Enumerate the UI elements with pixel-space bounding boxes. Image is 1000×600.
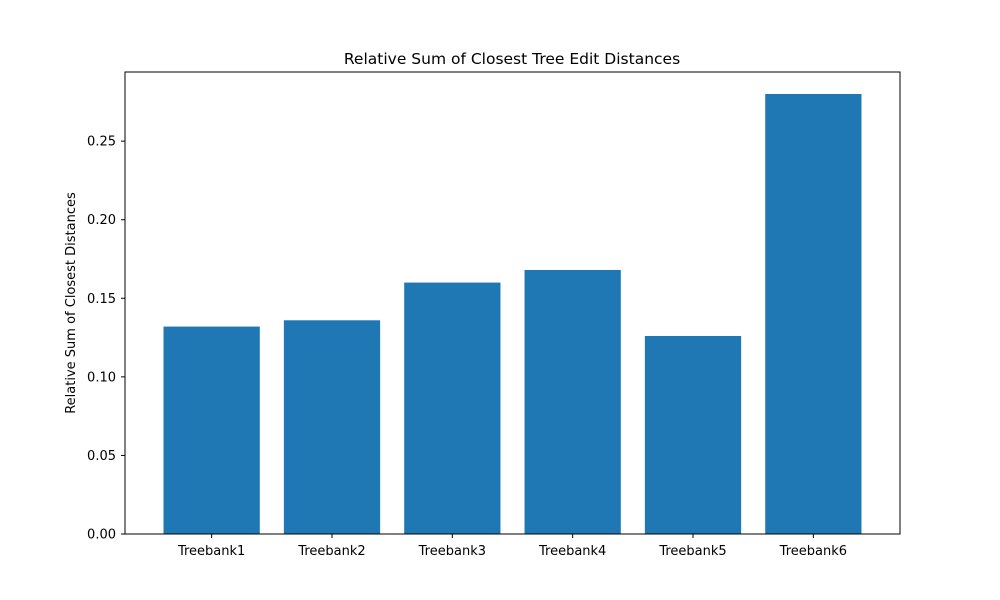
bar-treebank4 bbox=[524, 270, 621, 534]
bars-group bbox=[163, 94, 862, 534]
bar-treebank6 bbox=[765, 94, 862, 534]
y-axis-label: Relative Sum of Closest Distances bbox=[64, 192, 79, 414]
bar-treebank3 bbox=[404, 282, 501, 534]
bar-treebank1 bbox=[163, 326, 260, 534]
x-tick-label: Treebank4 bbox=[538, 544, 606, 559]
bar-treebank5 bbox=[644, 336, 742, 534]
y-tick-label: 0.25 bbox=[87, 135, 116, 150]
x-tick-label: Treebank6 bbox=[779, 544, 847, 559]
y-tick-label: 0.05 bbox=[87, 449, 116, 464]
bar-treebank2 bbox=[283, 320, 381, 534]
x-axis-ticks: Treebank1 Treebank2 Treebank3 Treebank4 Tree… bbox=[177, 534, 847, 559]
y-axis-ticks: 0.00 0.05 0.10 0.15 0.20 0.25 bbox=[87, 135, 125, 543]
y-tick-label: 0.10 bbox=[87, 370, 116, 385]
chart-title: Relative Sum of Closest Tree Edit Distan… bbox=[344, 50, 680, 68]
y-tick-label: 0.15 bbox=[87, 292, 116, 307]
x-tick-label: Treebank1 bbox=[177, 544, 245, 559]
y-tick-label: 0.20 bbox=[87, 213, 116, 228]
x-tick-label: Treebank3 bbox=[418, 544, 486, 559]
x-tick-label: Treebank2 bbox=[297, 544, 365, 559]
plot-frame bbox=[124, 71, 901, 535]
x-tick-label: Treebank5 bbox=[658, 544, 726, 559]
y-tick-label: 0.00 bbox=[87, 528, 116, 543]
